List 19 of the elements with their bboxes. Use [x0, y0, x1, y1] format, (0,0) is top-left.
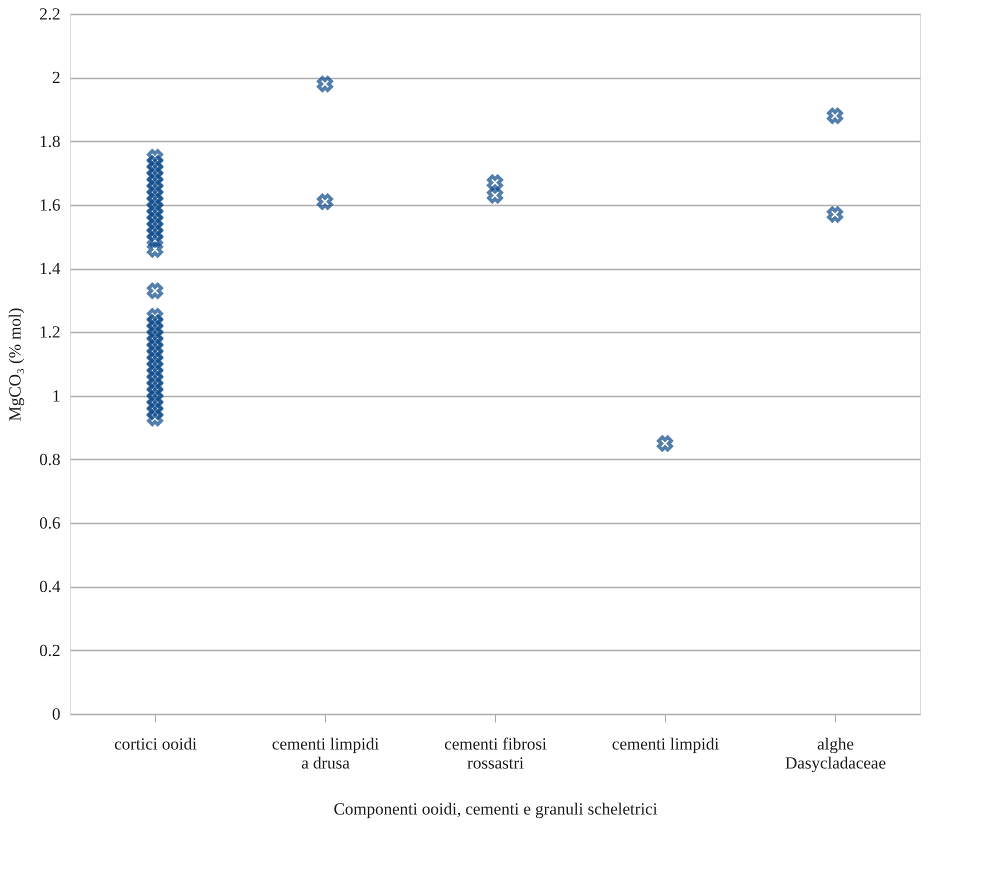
y-tick-label: 0.8 [39, 450, 60, 469]
y-axis-title: MgCO₃ (% mol) [5, 308, 24, 422]
y-tick-label: 1.8 [39, 132, 60, 151]
y-tick-label: 1.2 [39, 322, 60, 342]
y-tick-label: 2 [52, 68, 60, 88]
y-tick-label: 1.6 [39, 195, 60, 214]
x-tick-label: cementi fibrosi rossastri [444, 734, 547, 772]
x-tick-label: alghe Dasycladaceae [785, 734, 886, 772]
x-axis-title: Componenti ooidi, cementi e granuli scheletrici [334, 800, 658, 818]
x-tick-label: cementi limpidi [612, 734, 720, 754]
x-tick-label: cortici ooidi [114, 734, 198, 754]
y-tick-label: 1 [52, 386, 60, 406]
y-tick-label: 2.2 [39, 4, 60, 24]
y-tick-label: 0.6 [39, 514, 60, 533]
x-tick-label: cementi limpidi a drusa [272, 734, 380, 772]
y-tick-label: 0.4 [39, 577, 61, 596]
y-tick-label: 0.2 [39, 640, 60, 660]
y-tick-label: 0 [52, 704, 60, 724]
y-tick-label: 1.4 [39, 259, 61, 278]
